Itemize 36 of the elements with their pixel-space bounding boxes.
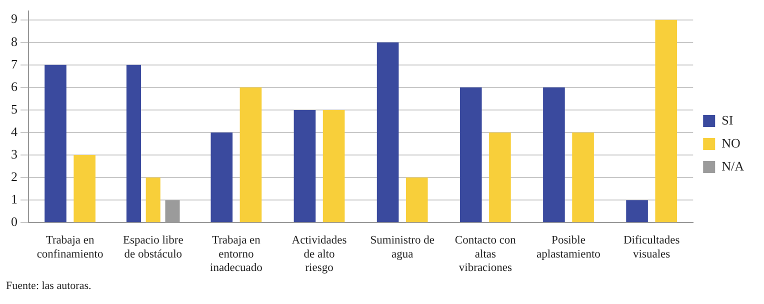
y-tick-label: 4 bbox=[11, 124, 18, 139]
bar bbox=[376, 42, 399, 222]
y-tick-label: 7 bbox=[11, 56, 18, 72]
bar bbox=[294, 110, 316, 222]
bar bbox=[572, 132, 594, 222]
y-tick-label: 2 bbox=[11, 168, 18, 184]
bar bbox=[460, 87, 482, 222]
bar bbox=[543, 87, 565, 222]
x-tick-label: Dificultades visuales bbox=[623, 234, 680, 260]
x-tick-label: Posible aplastamiento bbox=[536, 234, 601, 260]
y-tick-label: 9 bbox=[11, 11, 18, 26]
legend-label: N/A bbox=[722, 158, 745, 174]
legend-label: NO bbox=[722, 135, 740, 150]
bar bbox=[322, 110, 345, 222]
x-tick-label: Espacio libre de obstáculo bbox=[122, 234, 184, 260]
x-tick-label: Suministro de agua bbox=[370, 234, 434, 260]
x-tick-label: Actividades de alto riesgo bbox=[292, 234, 348, 274]
y-tick-label: 8 bbox=[11, 34, 18, 49]
bar bbox=[489, 132, 511, 222]
x-tick-label: Contacto con altas vibraciones bbox=[454, 234, 516, 274]
legend-label: SI bbox=[722, 112, 734, 128]
y-tick-label: 1 bbox=[11, 191, 18, 206]
bar bbox=[406, 178, 428, 222]
x-tick-label: Trabaja en confinamiento bbox=[36, 234, 104, 260]
y-tick-label: 6 bbox=[11, 78, 18, 94]
bar bbox=[655, 20, 678, 222]
bar bbox=[240, 87, 262, 222]
bar bbox=[74, 155, 96, 222]
y-tick-label: 3 bbox=[11, 146, 18, 162]
bar bbox=[44, 64, 66, 222]
source-note: Fuente: las autoras. bbox=[6, 280, 92, 292]
bar bbox=[210, 132, 233, 222]
y-tick-label: 5 bbox=[11, 101, 18, 116]
x-tick-label: Trabaja en entorno inadecuado bbox=[210, 234, 263, 274]
bar bbox=[626, 200, 648, 222]
y-tick-label: 0 bbox=[11, 214, 18, 230]
